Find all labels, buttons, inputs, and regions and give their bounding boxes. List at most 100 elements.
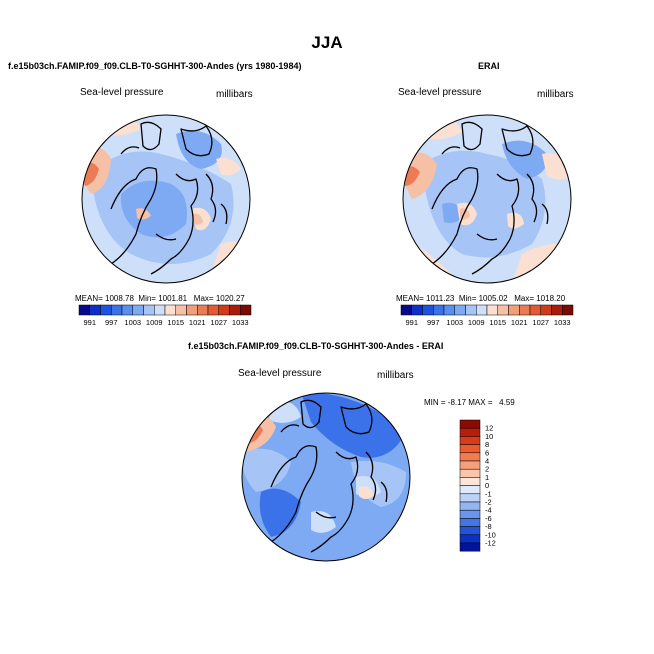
panel-1-polar-map	[81, 114, 251, 284]
colorbar-swatch	[100, 304, 112, 316]
panel-2-max-value: 1018.20	[536, 294, 566, 303]
colorbar-tick-label: 997	[104, 318, 118, 327]
colorbar-tick-label: 1033	[231, 318, 249, 327]
colorbar-swatch	[459, 526, 481, 536]
colorbar-swatch	[422, 304, 434, 316]
panel-2-variable-label: Sea-level pressure	[398, 87, 482, 98]
panel-3-min-label: MIN =	[424, 398, 446, 407]
panel-3-stats: MIN = -8.17 MAX = 4.59	[424, 398, 515, 407]
colorbar-swatch	[459, 518, 481, 527]
colorbar-swatch	[411, 304, 423, 316]
colorbar-tick-label: -12	[485, 539, 496, 548]
panel-2-polar-map	[402, 114, 572, 284]
colorbar-tick-label: 997	[426, 318, 440, 327]
colorbar-swatch	[459, 485, 481, 495]
panel-2-stats: MEAN= 1011.23 Min= 1005.02 Max= 1018.20	[396, 294, 565, 303]
colorbar-swatch	[154, 304, 166, 316]
colorbar-tick-label: 1003	[446, 318, 464, 327]
panel-2-title: ERAI	[478, 61, 500, 71]
colorbar-swatch	[459, 460, 481, 470]
colorbar-tick-label: 1015	[167, 318, 185, 327]
panel-3-variable-label: Sea-level pressure	[238, 368, 322, 379]
colorbar-tick-label: 0	[485, 481, 489, 490]
panel-1-mean-value: 1008.78	[105, 294, 134, 303]
colorbar-tick-label: 991	[83, 318, 96, 327]
colorbar-swatch	[132, 304, 144, 316]
colorbar-tick-label: 1	[485, 473, 489, 482]
panel-2-colorbar	[400, 304, 574, 316]
colorbar-tick-label: -1	[485, 489, 492, 498]
colorbar-swatch	[529, 304, 541, 316]
colorbar-tick-label: 1009	[145, 318, 163, 327]
panel-1-max-label: Max=	[193, 294, 214, 303]
colorbar-swatch	[551, 304, 563, 316]
colorbar-swatch	[186, 304, 198, 316]
colorbar-swatch	[459, 452, 481, 462]
colorbar-tick-label: 1021	[188, 318, 206, 327]
figure-title: JJA	[311, 33, 343, 52]
panel-1-colorbar-labels: 991 997 1003 1009 1015 1021 1027 1033	[79, 318, 251, 328]
colorbar-swatch	[476, 304, 488, 316]
colorbar-swatch	[486, 304, 498, 316]
colorbar-tick-label: 2	[485, 465, 489, 474]
colorbar-swatch	[465, 304, 477, 316]
colorbar-tick-label: 12	[485, 424, 493, 433]
panel-1-min-value: 1001.81	[158, 294, 188, 303]
colorbar-swatch	[540, 304, 552, 316]
panel-1-variable-label: Sea-level pressure	[80, 87, 164, 98]
panel-3-units-label: millibars	[377, 370, 414, 381]
colorbar-swatch	[459, 444, 481, 454]
colorbar-swatch	[519, 304, 531, 316]
colorbar-tick-label: 1003	[124, 318, 142, 327]
colorbar-tick-label: 6	[485, 448, 489, 457]
colorbar-swatch	[459, 468, 481, 478]
panel-3-polar-map	[241, 392, 411, 562]
colorbar-swatch	[197, 304, 209, 316]
colorbar-swatch	[207, 304, 219, 316]
colorbar-swatch	[459, 419, 481, 429]
panel-2-min-value: 1005.02	[478, 294, 508, 303]
panel-1-stats: MEAN= 1008.78 Min= 1001.81 Max= 1020.27	[75, 294, 245, 303]
colorbar-swatch	[111, 304, 123, 316]
colorbar-tick-label: 991	[405, 318, 418, 327]
colorbar-swatch	[459, 493, 481, 503]
colorbar-swatch	[143, 304, 155, 316]
colorbar-tick-label: -10	[485, 530, 496, 539]
panel-3-min-value: -8.17	[447, 398, 467, 407]
colorbar-swatch	[218, 304, 230, 316]
panel-2-colorbar-labels: 991 997 1003 1009 1015 1021 1027 1033	[401, 318, 573, 328]
colorbar-swatch	[443, 304, 455, 316]
colorbar-tick-label: 1015	[489, 318, 507, 327]
colorbar-tick-label: 1033	[553, 318, 571, 327]
colorbar-swatch	[164, 304, 176, 316]
panel-2-mean-label: MEAN=	[396, 294, 424, 303]
panel-2-min-label: Min=	[458, 294, 477, 303]
colorbar-swatch	[562, 304, 574, 316]
panel-1-mean-label: MEAN=	[75, 294, 103, 303]
colorbar-swatch	[121, 304, 133, 316]
panel-3-title: f.e15b03ch.FAMIP.f09_f09.CLB-T0-SGHHT-30…	[188, 341, 444, 351]
colorbar-swatch	[459, 436, 481, 445]
colorbar-tick-label: 1009	[467, 318, 485, 327]
colorbar-tick-label: 1021	[510, 318, 528, 327]
panel-2-max-label: Max=	[514, 294, 534, 303]
colorbar-tick-label: 1027	[210, 318, 228, 327]
colorbar-tick-label: -6	[485, 514, 492, 523]
colorbar-tick-label: 1027	[532, 318, 550, 327]
colorbar-swatch	[175, 304, 187, 316]
panel-2-units-label: millibars	[537, 89, 574, 100]
colorbar-swatch	[433, 304, 445, 316]
panel-1-min-label: Min=	[138, 294, 156, 303]
colorbar-tick-label: 4	[485, 457, 489, 466]
colorbar-swatch	[459, 477, 481, 486]
colorbar-tick-label: 10	[485, 432, 493, 441]
colorbar-tick-label: -4	[485, 506, 492, 515]
colorbar-swatch	[229, 304, 241, 316]
panel-3-max-label: MAX =	[468, 398, 493, 407]
colorbar-tick-label: -8	[485, 522, 492, 531]
colorbar-swatch	[454, 304, 466, 316]
panel-1-colorbar	[78, 304, 252, 316]
colorbar-swatch	[459, 501, 481, 511]
colorbar-swatch	[459, 427, 481, 437]
